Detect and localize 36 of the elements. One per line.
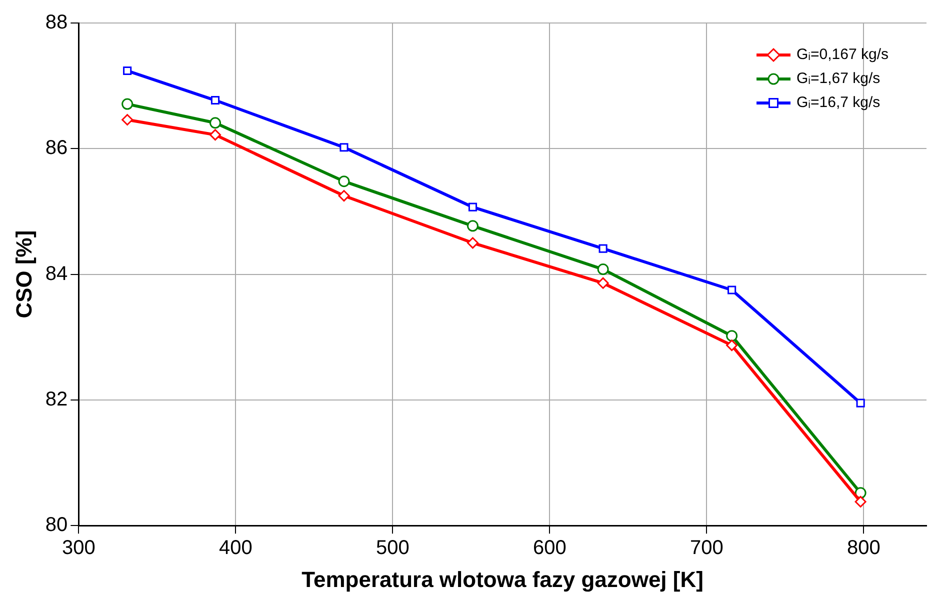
point [726,340,738,352]
point [209,117,221,129]
point [338,190,350,202]
y-tick-label: 80 [45,514,68,536]
x-tick-label: 800 [847,537,880,560]
y-axis-title: CSO [%] [11,230,36,318]
point [468,202,478,212]
point [338,176,350,188]
point [728,286,736,294]
x-tick-label: 500 [376,537,410,560]
x-axis-title: Temperatura wlotowa fazy gazowej [K] [302,566,704,592]
point [726,330,738,342]
point [854,496,866,508]
y-tick-label: 84 [45,262,68,285]
x-tick-label: 400 [218,537,252,560]
point [597,264,609,276]
point [340,143,348,152]
point [209,129,221,141]
point [122,98,134,110]
point [466,237,478,249]
legend-label: Gᵢ=1,67 kg/s [796,70,880,88]
point [466,220,478,232]
point [122,114,134,126]
y-tick-label: 86 [45,137,68,160]
x-tick-label: 700 [690,537,724,560]
point [123,66,132,76]
y-tick-label: 82 [45,388,68,410]
point [856,398,865,408]
point [210,96,220,105]
point [598,244,608,253]
x-tick-label: 600 [532,537,566,560]
x-tick-label: 300 [62,537,96,560]
legend-label: Gᵢ=16,7 kg/s [796,94,880,112]
legend-label: Gᵢ=0,167 kg/s [796,46,888,64]
y-tick-label: 88 [45,12,68,34]
point [597,277,609,289]
